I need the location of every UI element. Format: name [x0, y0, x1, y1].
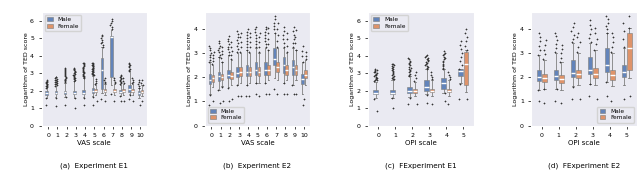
PathPatch shape — [236, 67, 239, 77]
PathPatch shape — [424, 80, 429, 91]
PathPatch shape — [248, 67, 251, 76]
Title: (d)  FExperiment E2: (d) FExperiment E2 — [548, 162, 620, 169]
PathPatch shape — [258, 67, 260, 76]
PathPatch shape — [92, 88, 94, 93]
Legend: Male, Female: Male, Female — [371, 15, 408, 31]
PathPatch shape — [301, 74, 303, 84]
X-axis label: OPI scale: OPI scale — [568, 140, 600, 146]
PathPatch shape — [588, 57, 592, 74]
Y-axis label: Logarithm of TED score: Logarithm of TED score — [24, 32, 29, 106]
PathPatch shape — [227, 69, 230, 78]
PathPatch shape — [131, 89, 134, 92]
Y-axis label: Logarithm of TED score: Logarithm of TED score — [350, 32, 355, 106]
PathPatch shape — [255, 62, 257, 75]
PathPatch shape — [141, 90, 143, 93]
PathPatch shape — [542, 74, 547, 82]
Y-axis label: Logarithm of TED score: Logarithm of TED score — [187, 32, 192, 106]
PathPatch shape — [276, 62, 279, 72]
Legend: Male, Female: Male, Female — [208, 107, 244, 123]
PathPatch shape — [294, 65, 298, 75]
PathPatch shape — [285, 65, 288, 75]
PathPatch shape — [104, 89, 106, 92]
PathPatch shape — [246, 65, 248, 76]
Legend: Male, Female: Male, Female — [45, 15, 81, 31]
PathPatch shape — [605, 48, 609, 72]
PathPatch shape — [45, 91, 48, 95]
X-axis label: VAS scale: VAS scale — [241, 140, 275, 146]
PathPatch shape — [463, 52, 468, 85]
PathPatch shape — [407, 87, 412, 93]
X-axis label: OPI scale: OPI scale — [405, 140, 436, 146]
Y-axis label: Logarithm of TED score: Logarithm of TED score — [513, 32, 518, 106]
PathPatch shape — [54, 91, 57, 94]
PathPatch shape — [218, 72, 220, 81]
PathPatch shape — [441, 78, 446, 89]
PathPatch shape — [100, 58, 103, 89]
Title: (c)  FExperiment E1: (c) FExperiment E1 — [385, 162, 457, 169]
PathPatch shape — [554, 69, 558, 80]
PathPatch shape — [576, 69, 580, 78]
PathPatch shape — [264, 62, 267, 75]
PathPatch shape — [429, 89, 435, 92]
PathPatch shape — [447, 89, 451, 92]
PathPatch shape — [267, 65, 269, 75]
PathPatch shape — [129, 85, 131, 92]
PathPatch shape — [282, 57, 285, 73]
PathPatch shape — [570, 60, 575, 77]
PathPatch shape — [64, 91, 67, 94]
PathPatch shape — [209, 74, 211, 84]
PathPatch shape — [627, 33, 632, 69]
X-axis label: VAS scale: VAS scale — [77, 140, 111, 146]
PathPatch shape — [83, 90, 85, 94]
PathPatch shape — [273, 48, 276, 65]
Title: (a)  Experiment E1: (a) Experiment E1 — [60, 162, 128, 169]
PathPatch shape — [221, 74, 223, 80]
PathPatch shape — [458, 69, 463, 76]
PathPatch shape — [610, 69, 614, 80]
PathPatch shape — [138, 91, 140, 95]
PathPatch shape — [239, 67, 242, 76]
PathPatch shape — [390, 90, 395, 94]
Title: (b)  Experiment E2: (b) Experiment E2 — [223, 162, 292, 169]
PathPatch shape — [95, 89, 97, 92]
PathPatch shape — [73, 91, 76, 94]
PathPatch shape — [119, 90, 122, 93]
PathPatch shape — [304, 71, 307, 78]
PathPatch shape — [122, 89, 125, 92]
PathPatch shape — [212, 75, 214, 82]
Legend: Male, Female: Male, Female — [597, 107, 634, 123]
PathPatch shape — [593, 68, 598, 78]
PathPatch shape — [110, 36, 113, 77]
PathPatch shape — [559, 75, 564, 83]
PathPatch shape — [621, 65, 627, 77]
PathPatch shape — [292, 60, 294, 75]
PathPatch shape — [113, 89, 116, 92]
PathPatch shape — [413, 89, 417, 93]
PathPatch shape — [230, 72, 232, 79]
PathPatch shape — [373, 90, 378, 94]
PathPatch shape — [536, 69, 541, 81]
